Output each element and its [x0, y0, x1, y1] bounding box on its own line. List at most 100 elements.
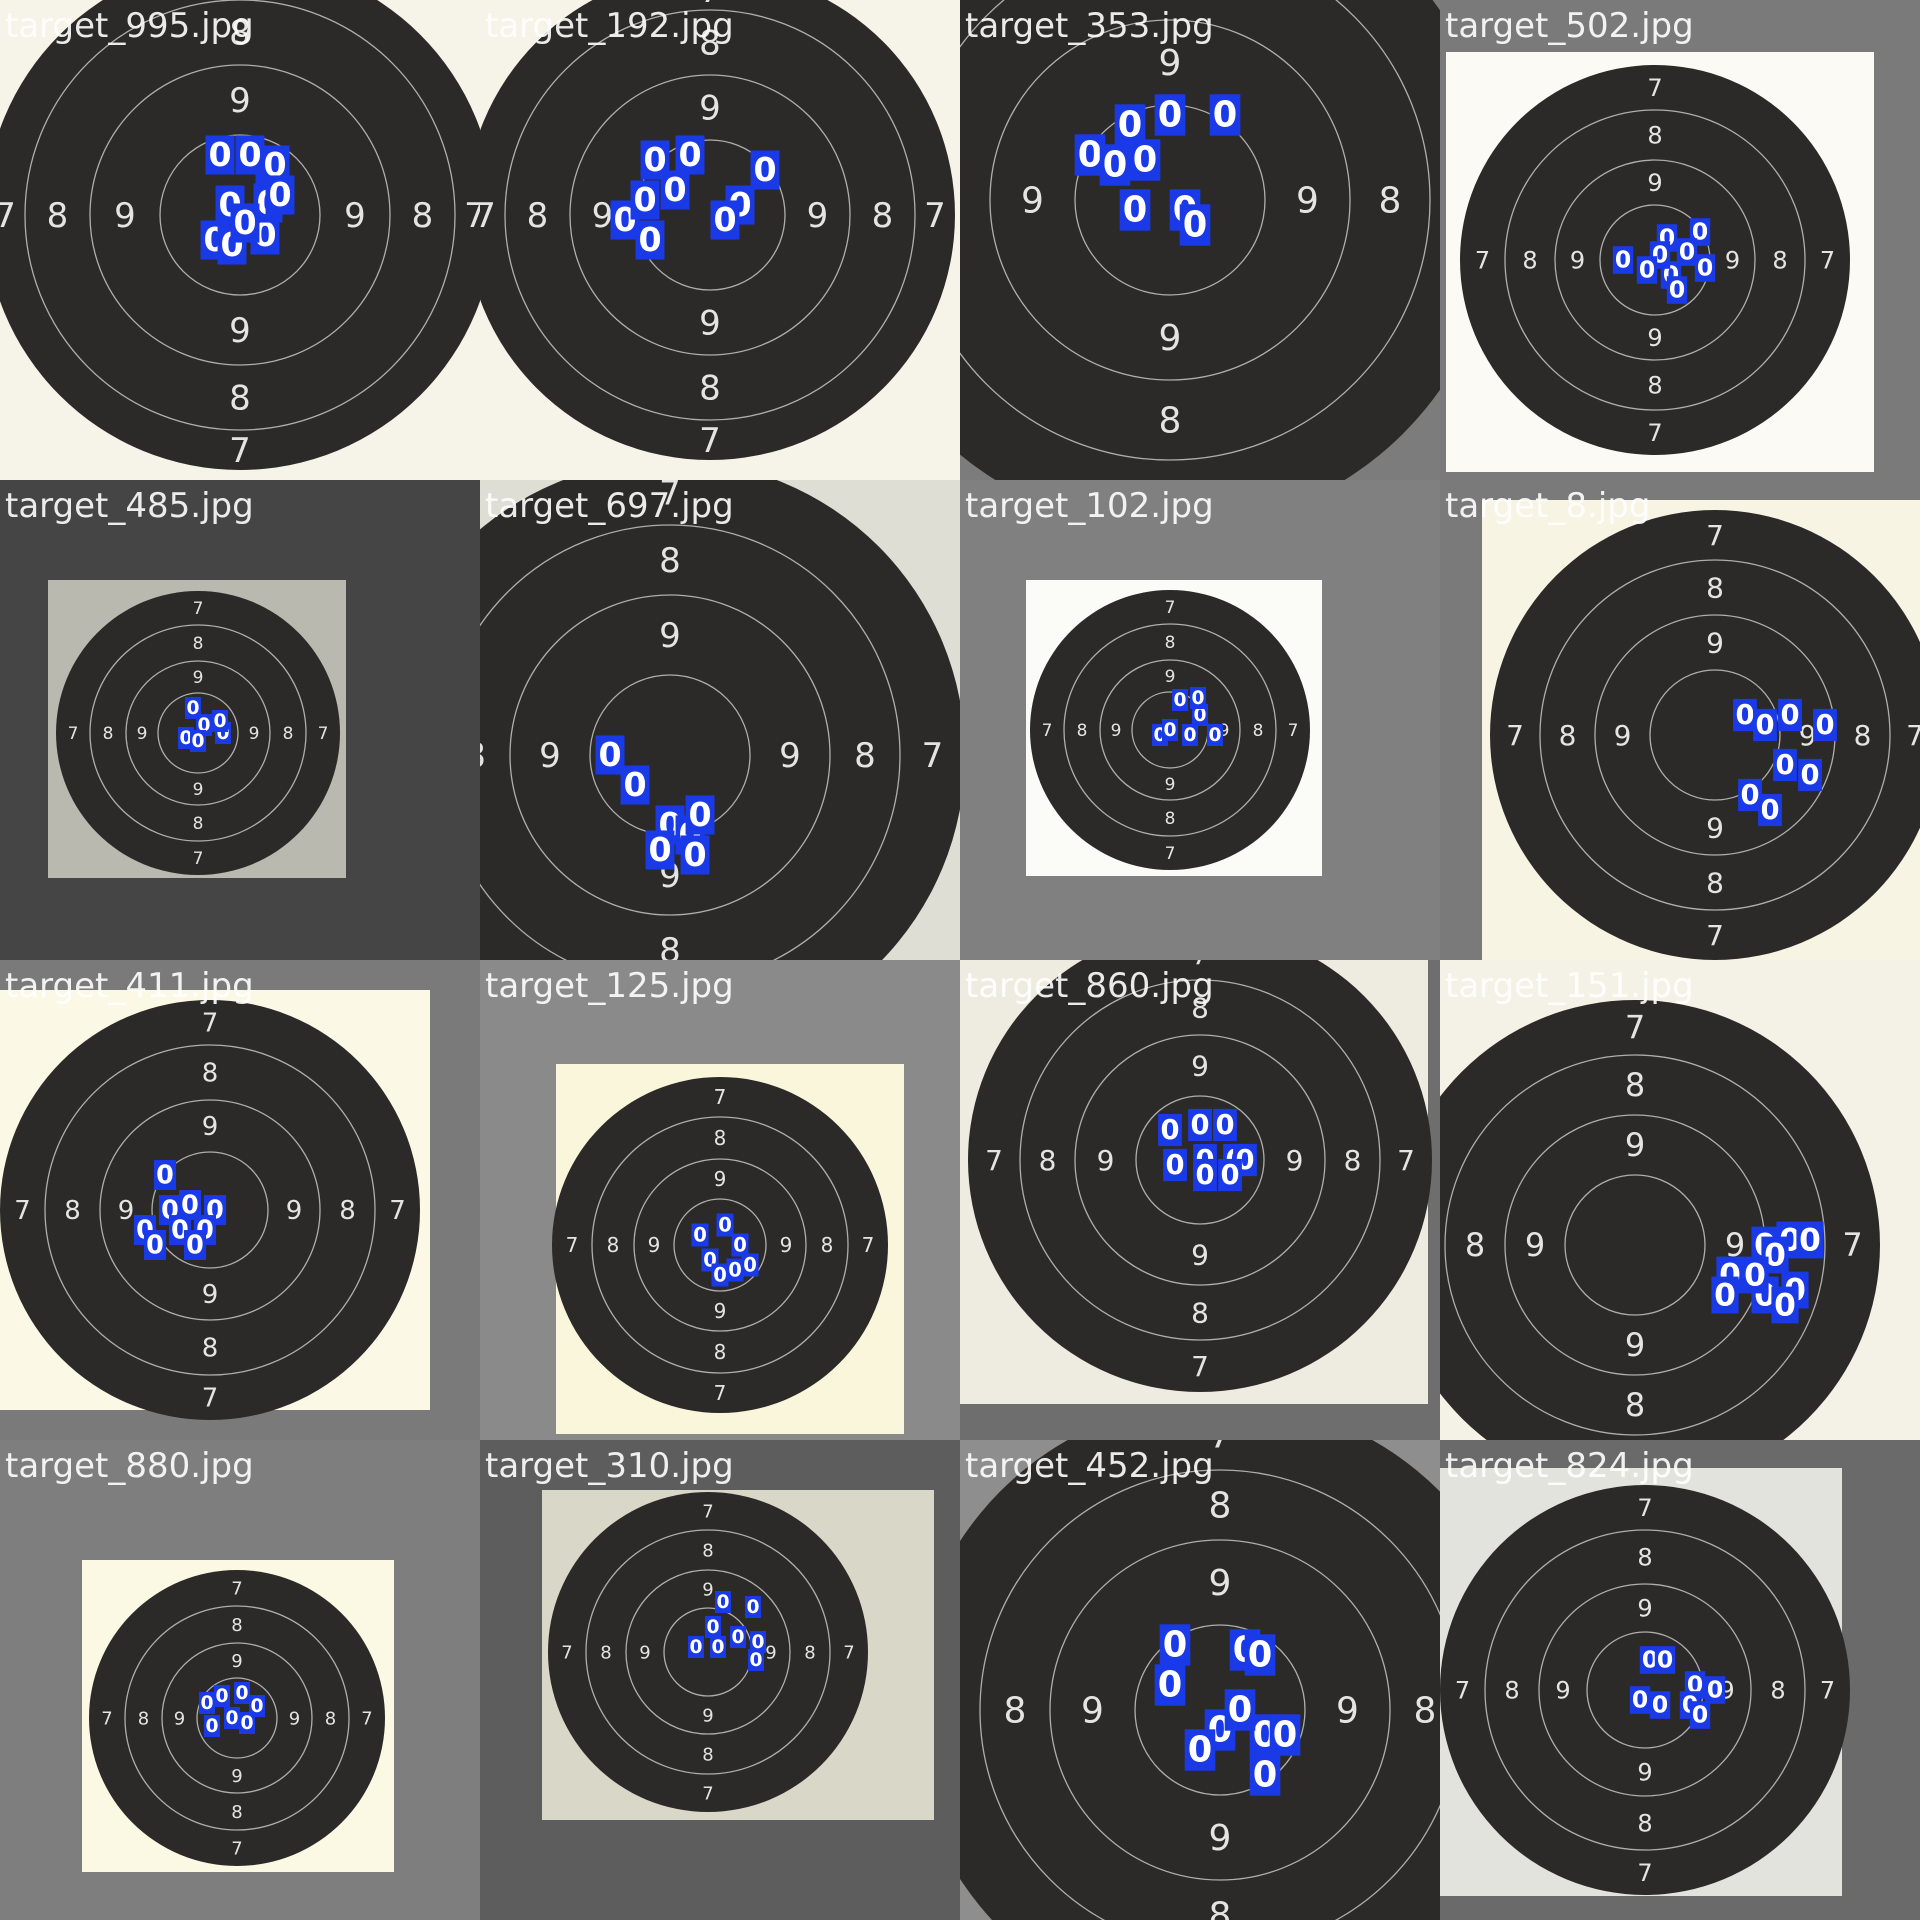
ring-number: 9 — [1625, 1326, 1645, 1364]
ring-number: 9 — [118, 1196, 135, 1226]
shot-detection: 0 — [1218, 1158, 1242, 1192]
shot-detection: 0 — [731, 1233, 749, 1257]
shot-detection: 0 — [1209, 94, 1241, 136]
shot-detection: 0 — [185, 697, 201, 719]
ring-number: 9 — [1799, 719, 1817, 752]
shot-detection: 0 — [1771, 1286, 1799, 1324]
target-face — [1440, 1000, 1880, 1440]
svg-text:0: 0 — [1642, 1646, 1658, 1674]
scoring-ring — [99, 1099, 321, 1321]
svg-text:0: 0 — [1735, 700, 1754, 731]
svg-text:0: 0 — [156, 1159, 174, 1189]
shot-detection: 0 — [710, 200, 740, 240]
ring-number: 7 — [1647, 419, 1662, 447]
svg-text:0: 0 — [238, 135, 261, 174]
svg-text:0: 0 — [1190, 1110, 1209, 1141]
ring-number: 9 — [202, 1112, 219, 1142]
shot-detection: 0 — [645, 830, 675, 870]
shot-detection: 0 — [1778, 698, 1802, 732]
ring-number: 8 — [64, 1196, 81, 1226]
scoring-ring — [124, 1605, 350, 1831]
shot-detection: 0 — [1188, 1108, 1212, 1142]
ring-number: 7 — [231, 1838, 242, 1859]
svg-text:0: 0 — [688, 795, 711, 834]
ring-number: 8 — [1465, 1226, 1485, 1264]
shot-detection: 0 — [1162, 719, 1178, 741]
ring-number: 7 — [193, 599, 204, 619]
shot-detection: 0 — [1114, 104, 1146, 146]
svg-text:0: 0 — [1800, 760, 1819, 791]
svg-text:0: 0 — [1078, 135, 1102, 176]
ring-number: 8 — [412, 196, 434, 236]
ring-number: 7 — [1397, 1144, 1415, 1177]
shot-detection: 0 — [691, 1223, 709, 1247]
svg-text:0: 0 — [1173, 690, 1186, 711]
ring-number: 9 — [1525, 1226, 1545, 1264]
ring-number: 7 — [561, 1642, 572, 1663]
svg-text:0: 0 — [718, 1213, 732, 1236]
ring-number: 7 — [1820, 246, 1835, 274]
ring-number: 7 — [0, 196, 16, 236]
shot-detection: 0 — [205, 135, 235, 175]
ring-number: 8 — [1077, 721, 1088, 741]
svg-text:0: 0 — [146, 1229, 164, 1259]
svg-text:0: 0 — [1220, 1160, 1239, 1191]
scoring-ring — [1649, 669, 1781, 801]
ring-number: 9 — [202, 1280, 219, 1310]
svg-text:0: 0 — [716, 1592, 729, 1613]
shot-detection: 0 — [640, 140, 670, 180]
ring-number: 9 — [702, 1579, 713, 1600]
scoring-ring — [1539, 559, 1891, 911]
shot-detection: 0 — [685, 795, 715, 835]
shot-detection: 0 — [265, 175, 295, 215]
ring-number: 7 — [843, 1642, 854, 1663]
ring-number: 9 — [249, 724, 260, 744]
ring-number: 9 — [1725, 246, 1740, 274]
svg-text:0: 0 — [648, 830, 671, 869]
shot-detection: 0 — [1773, 748, 1797, 782]
ring-number: 9 — [1706, 626, 1724, 659]
ring-number: 7 — [480, 196, 496, 236]
ring-number: 8 — [1191, 1296, 1209, 1329]
shot-detection: 0 — [716, 1213, 734, 1237]
shot-detection: 0 — [212, 710, 228, 732]
ring-number: 9 — [1614, 719, 1632, 752]
ring-number: 9 — [779, 736, 801, 776]
shot-detection: 0 — [705, 1616, 721, 1638]
ring-number: 8 — [1191, 991, 1209, 1024]
ring-number: 8 — [1159, 0, 1182, 2]
ring-number: 9 — [1111, 721, 1122, 741]
shot-detection: 0 — [1207, 724, 1223, 746]
svg-text:0: 0 — [1652, 1691, 1668, 1719]
ring-number: 9 — [1706, 811, 1724, 844]
svg-text:0: 0 — [191, 731, 204, 752]
ring-number: 9 — [229, 81, 251, 121]
ring-number: 7 — [1706, 919, 1724, 952]
shot-detection: 0 — [1213, 1108, 1237, 1142]
shot-detection: 0 — [239, 1712, 255, 1734]
ring-number: 9 — [344, 196, 366, 236]
svg-text:0: 0 — [1165, 1150, 1184, 1181]
target-image: 77888899990000000000 — [1440, 960, 1920, 1440]
shot-detection: 0 — [680, 835, 710, 875]
shot-detection: 0 — [1711, 1276, 1739, 1314]
ring-number: 7 — [924, 196, 946, 236]
ring-number: 9 — [714, 1299, 727, 1323]
svg-text:0: 0 — [250, 1696, 263, 1717]
shot-detection: 0 — [595, 735, 625, 775]
ring-number: 8 — [1253, 721, 1264, 741]
ring-number: 9 — [286, 1196, 303, 1226]
target-tile: 7 7 7 7 8 8 8 8 9 9 9 9 0 0 0 0 0 0 0 target_880.jpg — [0, 1440, 480, 1920]
target-tile: 7 7 7 7 8 8 8 8 9 9 9 9 0 0 0 0 0 0 target_485.jpg — [0, 480, 480, 960]
svg-text:0: 0 — [1215, 1110, 1234, 1141]
svg-text:0: 0 — [633, 180, 656, 219]
ring-number: 8 — [1625, 1386, 1645, 1424]
ring-number: 8 — [202, 1334, 219, 1364]
shot-detection: 0 — [1154, 94, 1186, 136]
scoring-ring — [161, 1642, 313, 1794]
ring-number: 9 — [702, 1705, 713, 1726]
ring-number: 7 — [699, 0, 721, 11]
ring-number: 9 — [699, 88, 721, 128]
